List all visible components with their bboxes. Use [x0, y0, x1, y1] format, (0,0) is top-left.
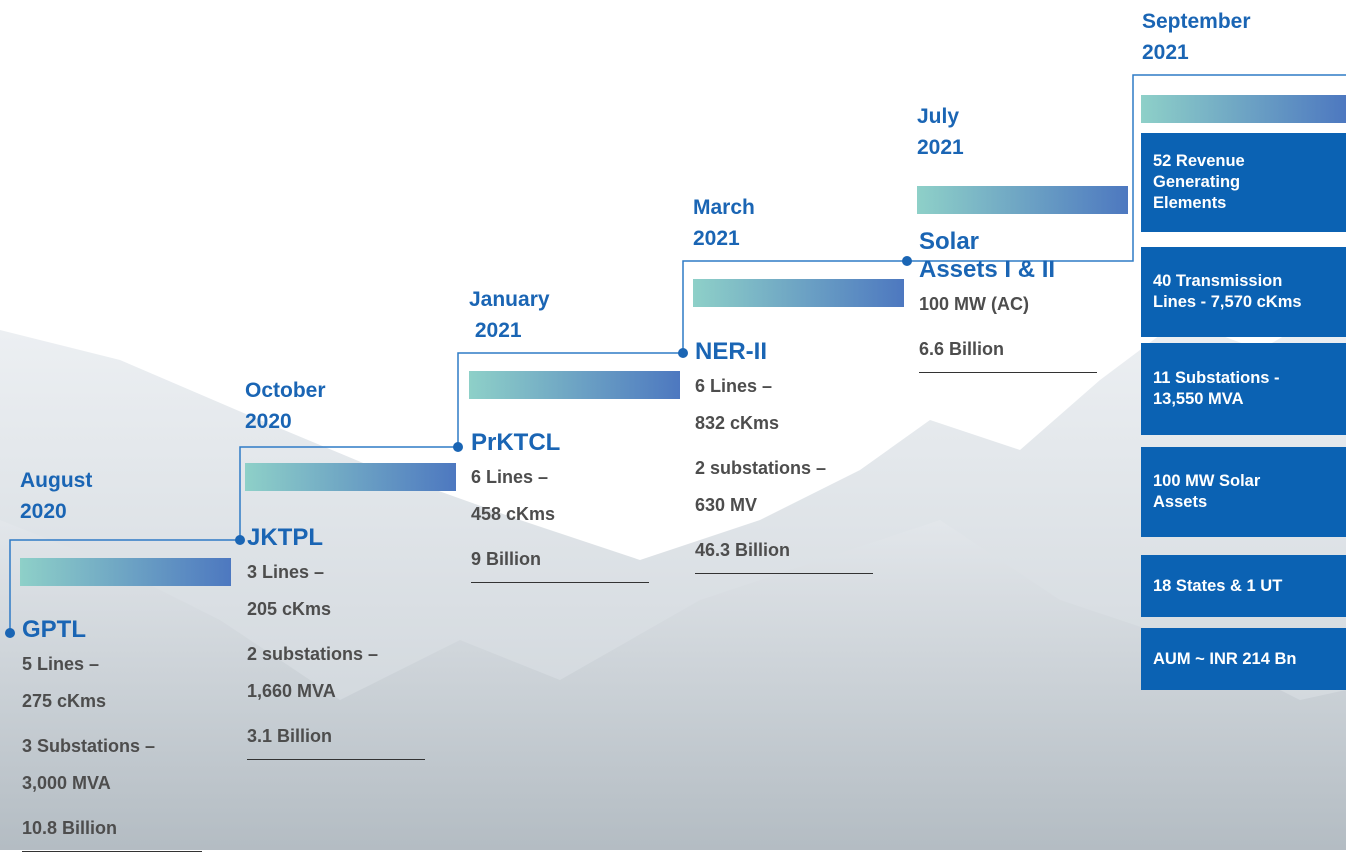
details: 6 Lines – 458 cKms 9 Billion: [471, 459, 649, 583]
bar: [693, 279, 904, 307]
date: March 2021: [693, 192, 755, 254]
text-line: 630 MV: [695, 495, 758, 515]
text-line: 3,000 MVA: [22, 773, 111, 793]
text-line: 2021: [917, 136, 964, 159]
text-line: 6 Lines –: [471, 467, 549, 487]
connector: [9, 74, 1346, 633]
date: August 2020: [20, 465, 92, 527]
text-line: JKTPL: [247, 524, 324, 551]
text-line: 3.1 Billion: [247, 726, 333, 746]
text-line: 275 cKms: [22, 691, 107, 711]
underline: [695, 573, 873, 574]
summary-box: 52 Revenue Generating Elements: [1141, 133, 1346, 232]
text-line: PrKTCL: [471, 429, 561, 456]
summary-box: 100 MW Solar Assets: [1141, 447, 1346, 537]
summary-box: 11 Substations - 13,550 MVA: [1141, 343, 1346, 435]
detail: 3 Substations – 3,000 MVA: [22, 728, 202, 802]
text-line: 18 States & 1 UT: [1153, 576, 1283, 595]
text-line: Elements: [1153, 194, 1227, 212]
step-name: PrKTCL: [471, 429, 560, 457]
text-line: Generating: [1153, 173, 1241, 191]
text-line: 458 cKms: [471, 504, 556, 524]
text-line: 46.3 Billion: [695, 540, 791, 560]
mountain: [0, 520, 1346, 850]
text-line: 52 Revenue: [1153, 152, 1245, 170]
detail: 2 substations – 1,660 MVA: [247, 636, 425, 710]
text-line: 2 substations –: [695, 458, 827, 478]
bar: [917, 186, 1128, 214]
text-line: 10.8 Billion: [22, 818, 118, 838]
text-line: 2021: [469, 319, 522, 342]
text-line: 2021: [1142, 41, 1189, 64]
underline: [919, 372, 1097, 373]
details: 6 Lines – 832 cKms 2 substations – 630 MV 46…: [695, 368, 873, 574]
step-name: JKTPL: [247, 524, 323, 552]
date: July 2021: [917, 101, 964, 163]
summary-box: 18 States & 1 UT: [1141, 555, 1346, 617]
summary-box: AUM ~ INR 214 Bn: [1141, 628, 1346, 690]
bar: [20, 558, 231, 586]
text-line: 100 MW Solar: [1153, 472, 1261, 490]
detail: 5 Lines – 275 cKms: [22, 646, 202, 720]
text-line: 3 Lines –: [247, 562, 325, 582]
text-line: 5 Lines –: [22, 654, 100, 674]
text-line: 40 Transmission: [1153, 272, 1283, 290]
bar: [1141, 95, 1346, 123]
detail: 6.6 Billion: [919, 331, 1097, 368]
text-line: Assets I & II: [919, 256, 1056, 283]
bar: [245, 463, 456, 491]
detail: 6 Lines – 832 cKms: [695, 368, 873, 442]
step-name: GPTL: [22, 616, 86, 644]
text-line: 13,550 MVA: [1153, 390, 1244, 408]
text-line: 1,660 MVA: [247, 681, 336, 701]
date: September 2021: [1142, 6, 1251, 68]
text-line: 2020: [245, 410, 292, 433]
text-line: Assets: [1153, 493, 1208, 511]
text-line: January: [469, 288, 550, 311]
detail: 9 Billion: [471, 541, 649, 578]
detail: 6 Lines – 458 cKms: [471, 459, 649, 533]
detail: 3.1 Billion: [247, 718, 425, 755]
date: January 2021: [469, 284, 550, 346]
detail: 10.8 Billion: [22, 810, 202, 847]
text-line: NER-II: [695, 338, 767, 365]
bar: [469, 371, 680, 399]
text-line: October: [245, 379, 326, 402]
text-line: March: [693, 196, 755, 219]
text-line: 2021: [693, 227, 740, 250]
detail: 46.3 Billion: [695, 532, 873, 569]
text-line: 2 substations –: [247, 644, 379, 664]
text-line: August: [20, 469, 93, 492]
details: 100 MW (AC) 6.6 Billion: [919, 286, 1097, 373]
underline: [471, 582, 649, 583]
text-line: September: [1142, 10, 1251, 33]
text-line: 6 Lines –: [695, 376, 773, 396]
text-line: 11 Substations -: [1153, 369, 1280, 387]
text-line: 100 MW (AC): [919, 294, 1030, 314]
text-line: Lines - 7,570 cKms: [1153, 293, 1302, 311]
text-line: Solar: [919, 228, 980, 255]
step-name: Solar Assets I & II: [919, 228, 1055, 284]
detail: 2 substations – 630 MV: [695, 450, 873, 524]
text-line: 205 cKms: [247, 599, 332, 619]
text-line: July: [917, 105, 960, 128]
detail: 3 Lines – 205 cKms: [247, 554, 425, 628]
step-name: NER-II: [695, 338, 767, 366]
text-line: 6.6 Billion: [919, 339, 1005, 359]
summary-box: 40 Transmission Lines - 7,570 cKms: [1141, 247, 1346, 337]
detail: 100 MW (AC): [919, 286, 1097, 323]
text-line: AUM ~ INR 214 Bn: [1153, 649, 1297, 668]
underline: [247, 759, 425, 760]
details: 3 Lines – 205 cKms 2 substations – 1,660 MV…: [247, 554, 425, 760]
dots: [5, 256, 912, 638]
text-line: GPTL: [22, 616, 86, 643]
text-line: 2020: [20, 500, 67, 523]
text-line: 832 cKms: [695, 413, 780, 433]
date: October 2020: [245, 375, 326, 437]
details: 5 Lines – 275 cKms 3 Substations – 3,000 MV…: [22, 646, 202, 852]
text-line: 9 Billion: [471, 549, 542, 569]
text-line: 3 Substations –: [22, 736, 156, 756]
